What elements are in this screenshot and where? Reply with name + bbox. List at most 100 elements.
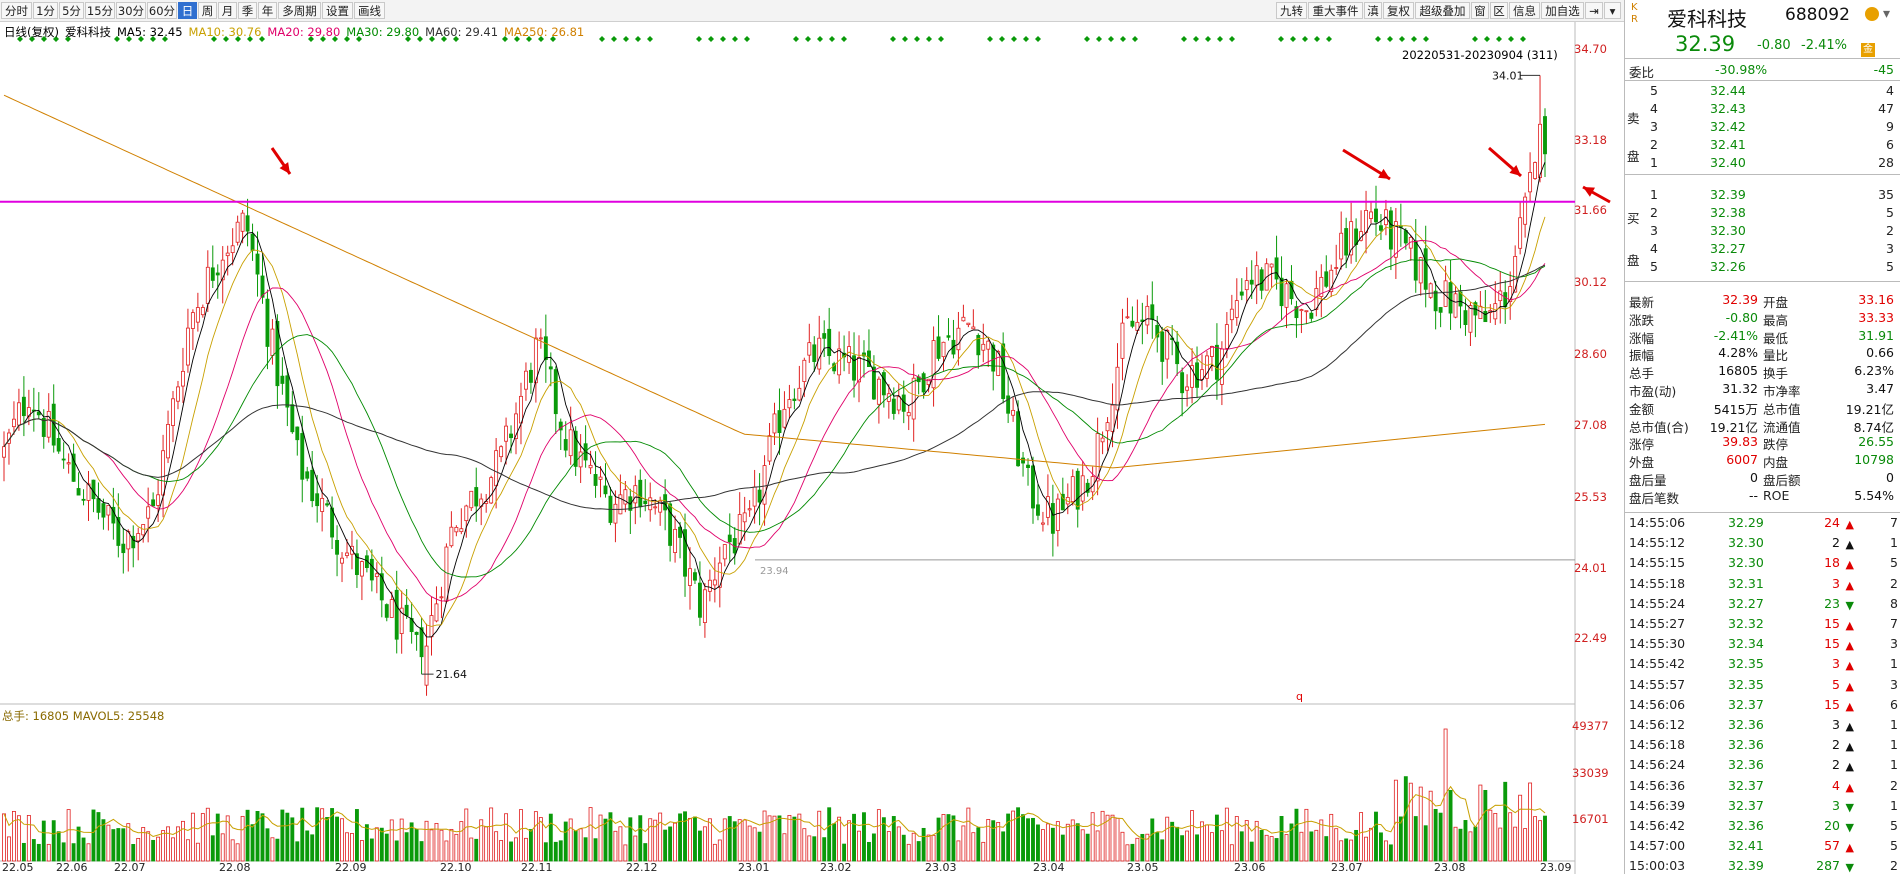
tick-direction-icon: ▲ — [1845, 699, 1854, 713]
volume-bar — [762, 810, 767, 862]
toolbar-button-13[interactable]: 画线 — [354, 2, 385, 19]
toolbar-button-5[interactable]: 60分 — [147, 2, 177, 19]
ma-legend-item-2: MA5: 32.45 — [116, 25, 183, 39]
candle-body — [290, 404, 295, 433]
toolbar-button-8[interactable]: 月 — [218, 2, 237, 19]
toolbar-right-button-8[interactable]: 加自选 — [1541, 2, 1584, 19]
toolbar-right-button-6[interactable]: 区 — [1490, 2, 1508, 19]
tick-count: 1 — [1890, 757, 1898, 773]
volume-bar — [111, 829, 116, 862]
volume-bar — [1418, 786, 1423, 862]
candle-body — [494, 450, 499, 487]
weibi-pct: -30.98% — [1715, 62, 1768, 77]
stat-label: 最高 — [1763, 312, 1789, 328]
toolbar-button-12[interactable]: 设置 — [322, 2, 353, 19]
volume-bar — [578, 828, 583, 862]
toolbar-right-button-1[interactable]: 重大事件 — [1308, 2, 1363, 19]
stat-label: 量比 — [1763, 348, 1789, 364]
mavol5-line — [3, 785, 1546, 840]
signal-marker — [999, 36, 1005, 42]
ma-legend-item-1: 爱科科技 — [64, 25, 111, 39]
volume-bar — [210, 835, 215, 862]
toolbar-right-button-2[interactable]: 滇 — [1364, 2, 1382, 19]
toolbar-button-10[interactable]: 年 — [258, 2, 277, 19]
toolbar-button-2[interactable]: 5分 — [59, 2, 84, 19]
volume-bar — [792, 816, 797, 862]
candle-body — [678, 526, 682, 538]
toolbar-right-button-0[interactable]: 九转 — [1276, 2, 1307, 19]
toolbar-button-6[interactable]: 日 — [178, 2, 197, 19]
sell-price: 32.42 — [1710, 119, 1746, 134]
volume-bar — [986, 819, 991, 862]
toolbar-button-0[interactable]: 分时 — [1, 2, 32, 19]
volume-bar — [1239, 831, 1244, 862]
stock-code: 688092 — [1785, 5, 1850, 25]
toolbar-button-7[interactable]: 周 — [198, 2, 217, 19]
signal-marker — [162, 36, 168, 42]
toolbar-right-button-9[interactable]: ⇥ — [1585, 2, 1603, 19]
buy-volume: 5 — [1886, 259, 1894, 274]
candle-body — [543, 336, 548, 360]
volume-bar — [996, 821, 1001, 862]
volume-bar — [414, 829, 419, 862]
date-tick-label: 23.04 — [1033, 861, 1065, 874]
volume-bar — [1488, 809, 1493, 862]
buy-level: 1 — [1650, 187, 1658, 202]
toolbar-button-9[interactable]: 季 — [238, 2, 257, 19]
toolbar-right-button-10[interactable]: ▾ — [1604, 2, 1621, 19]
candle-body — [812, 344, 817, 362]
hline-label: 23.94 — [760, 566, 789, 577]
dropdown-icon[interactable]: ▾ — [1883, 6, 1891, 22]
toolbar-right-button-3[interactable]: 复权 — [1383, 2, 1414, 19]
kline-chart[interactable]: 34.01 21.64 23.94 q — [0, 22, 1624, 874]
tick-direction-icon: ▲ — [1845, 760, 1854, 774]
candle-body — [1200, 369, 1204, 380]
toolbar-right-button-7[interactable]: 信息 — [1509, 2, 1540, 19]
ma-legend: 日线(复权) 爱科科技 MA5: 32.45 MA10: 30.76 MA20: 29.… — [4, 24, 590, 40]
toolbar-button-1[interactable]: 1分 — [33, 2, 58, 19]
volume-bar — [1259, 829, 1264, 862]
tick-time: 14:55:06 — [1629, 515, 1686, 530]
candle-body — [1210, 345, 1214, 357]
gold-icon[interactable]: 金 — [1861, 43, 1875, 57]
toolbar-button-3[interactable]: 15分 — [85, 2, 115, 19]
signal-marker — [138, 36, 144, 42]
volume-bar — [1060, 834, 1065, 862]
candle-body — [598, 476, 603, 480]
candle-body — [449, 526, 454, 547]
candle-body — [1274, 257, 1279, 280]
volume-bar — [1105, 814, 1110, 862]
sell-level: 1 — [1650, 155, 1658, 170]
toolbar-button-4[interactable]: 30分 — [116, 2, 146, 19]
toolbar-right-button-5[interactable]: 窗 — [1471, 2, 1489, 19]
buy-level: 2 — [1650, 205, 1658, 220]
tick-count: 2 — [1890, 777, 1898, 793]
volume-bar — [315, 807, 320, 862]
tick-direction-icon: ▲ — [1845, 578, 1854, 592]
volume-bar — [51, 820, 56, 862]
stat-label: 金额 — [1629, 401, 1655, 417]
stat-label: 开盘 — [1763, 295, 1789, 310]
toolbar-button-11[interactable]: 多周期 — [278, 2, 321, 19]
globe-icon[interactable] — [1865, 7, 1879, 24]
volume-bar — [553, 841, 558, 862]
candle-body — [1031, 465, 1035, 509]
volume-bar — [1324, 836, 1329, 862]
tick-time: 14:56:36 — [1629, 777, 1686, 793]
date-tick-label: 23.06 — [1234, 861, 1266, 874]
volume-bar — [1349, 839, 1354, 862]
candle-body — [111, 506, 116, 524]
volume-bar — [722, 818, 727, 862]
tick-time: 14:55:27 — [1629, 616, 1686, 631]
volume-bar — [1294, 808, 1299, 862]
signal-marker — [708, 36, 714, 42]
candle-body — [46, 410, 51, 438]
volume-bar — [524, 837, 528, 862]
signal-marker — [793, 36, 799, 42]
toolbar-right-button-4[interactable]: 超级叠加 — [1415, 2, 1470, 19]
volume-bar — [807, 835, 812, 862]
candle-body — [369, 558, 374, 581]
volume-bar — [86, 843, 91, 862]
candle-body — [1369, 211, 1373, 219]
candle-body — [21, 396, 26, 417]
